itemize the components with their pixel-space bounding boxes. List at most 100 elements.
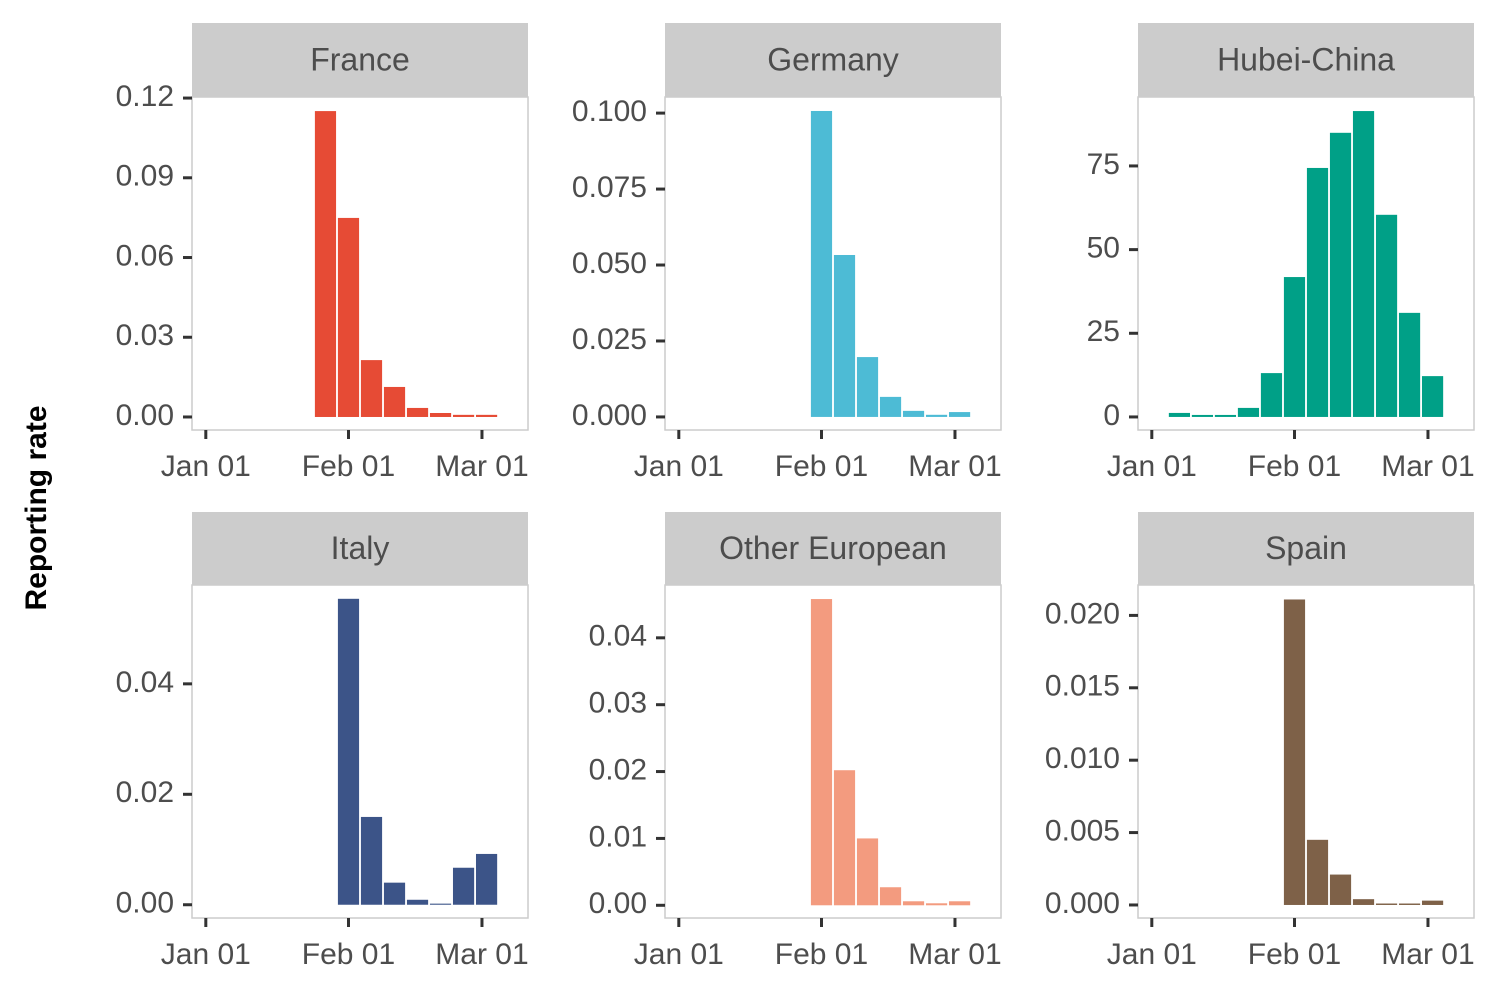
bar: [810, 110, 833, 417]
bar: [948, 412, 971, 417]
y-tick-label: 0.000: [1045, 887, 1120, 920]
bar: [360, 816, 383, 905]
y-tick-label: 50: [1087, 232, 1120, 265]
bar: [1306, 839, 1329, 905]
bar: [833, 254, 856, 417]
y-tick-label: 0.03: [589, 687, 647, 720]
panel: [664, 96, 1002, 431]
panel: [1137, 584, 1475, 919]
bar: [406, 407, 429, 417]
x-tick-label: Mar 01: [435, 450, 528, 483]
x-tick-label: Mar 01: [1381, 938, 1474, 971]
y-tick-label: 0.020: [1045, 597, 1120, 630]
y-tick-label: 0.02: [116, 776, 174, 809]
strip: [1138, 23, 1474, 97]
bar: [1375, 903, 1398, 905]
bar: [856, 838, 879, 906]
y-tick-label: 0.000: [572, 399, 647, 432]
bar: [314, 111, 337, 417]
bar: [452, 414, 475, 417]
bar: [383, 386, 406, 417]
bar: [406, 899, 429, 905]
panel-title: Other European: [719, 530, 947, 566]
y-tick-label: 0.06: [116, 239, 174, 272]
bar: [856, 357, 879, 417]
y-tick-label: 0.09: [116, 160, 174, 193]
x-tick-label: Feb 01: [302, 450, 395, 483]
strip: [665, 23, 1001, 97]
bar: [337, 217, 360, 417]
y-tick-label: 0.00: [116, 399, 174, 432]
x-tick-label: Jan 01: [161, 450, 251, 483]
bar: [1283, 277, 1306, 417]
y-tick-label: 0.04: [589, 620, 647, 653]
x-tick-label: Feb 01: [1248, 938, 1341, 971]
y-tick-label: 0.025: [572, 323, 647, 356]
bar: [337, 598, 360, 905]
bar: [902, 901, 925, 906]
strip: [1138, 512, 1474, 585]
x-tick-label: Jan 01: [161, 938, 251, 971]
y-tick-label: 0: [1103, 399, 1120, 432]
panel: [191, 584, 529, 919]
bar: [1398, 903, 1421, 905]
bar: [925, 414, 948, 417]
x-tick-label: Jan 01: [634, 938, 724, 971]
y-tick-label: 25: [1087, 315, 1120, 348]
bar: [1168, 412, 1191, 417]
bar: [1329, 874, 1352, 905]
bar: [1283, 599, 1306, 905]
bar: [833, 770, 856, 906]
y-tick-label: 0.02: [589, 753, 647, 786]
strip: [192, 23, 528, 97]
bar: [429, 903, 452, 905]
strip: [192, 512, 528, 585]
panel: [191, 96, 529, 431]
bar: [1421, 376, 1444, 417]
bar: [1306, 167, 1329, 417]
panel-title: Spain: [1265, 530, 1347, 566]
bar: [1352, 899, 1375, 905]
bar: [360, 360, 383, 417]
bar: [475, 853, 498, 905]
x-tick-label: Mar 01: [1381, 450, 1474, 483]
bar: [452, 867, 475, 905]
y-tick-label: 0.010: [1045, 742, 1120, 775]
bar: [810, 599, 833, 906]
x-tick-label: Mar 01: [908, 450, 1001, 483]
bar: [902, 410, 925, 417]
bar: [1214, 414, 1237, 417]
bar: [948, 901, 971, 906]
x-tick-label: Mar 01: [435, 938, 528, 971]
panel-title: France: [310, 41, 410, 77]
x-tick-label: Feb 01: [1248, 450, 1341, 483]
y-tick-label: 0.100: [572, 95, 647, 128]
x-tick-label: Jan 01: [1107, 938, 1197, 971]
bar: [383, 882, 406, 905]
y-tick-label: 0.01: [589, 820, 647, 853]
x-tick-label: Mar 01: [908, 938, 1001, 971]
bar: [1329, 132, 1352, 417]
x-tick-label: Jan 01: [1107, 450, 1197, 483]
y-tick-label: 0.12: [116, 80, 174, 113]
y-tick-label: 0.00: [116, 887, 174, 920]
panel-title: Germany: [767, 41, 899, 77]
bar: [1352, 111, 1375, 417]
panel: [664, 584, 1002, 919]
x-tick-label: Jan 01: [634, 450, 724, 483]
bar: [1260, 373, 1283, 417]
y-tick-label: 0.015: [1045, 670, 1120, 703]
y-tick-label: 0.005: [1045, 815, 1120, 848]
bar: [1421, 900, 1444, 905]
bar: [1237, 407, 1260, 417]
bar: [1191, 414, 1214, 417]
x-tick-label: Feb 01: [775, 938, 868, 971]
panel-title: Italy: [331, 530, 390, 566]
y-tick-label: 0.04: [116, 666, 174, 699]
bar: [475, 414, 498, 417]
y-tick-label: 0.00: [589, 887, 647, 920]
bar: [1375, 214, 1398, 417]
bar: [879, 396, 902, 417]
y-tick-label: 0.075: [572, 171, 647, 204]
